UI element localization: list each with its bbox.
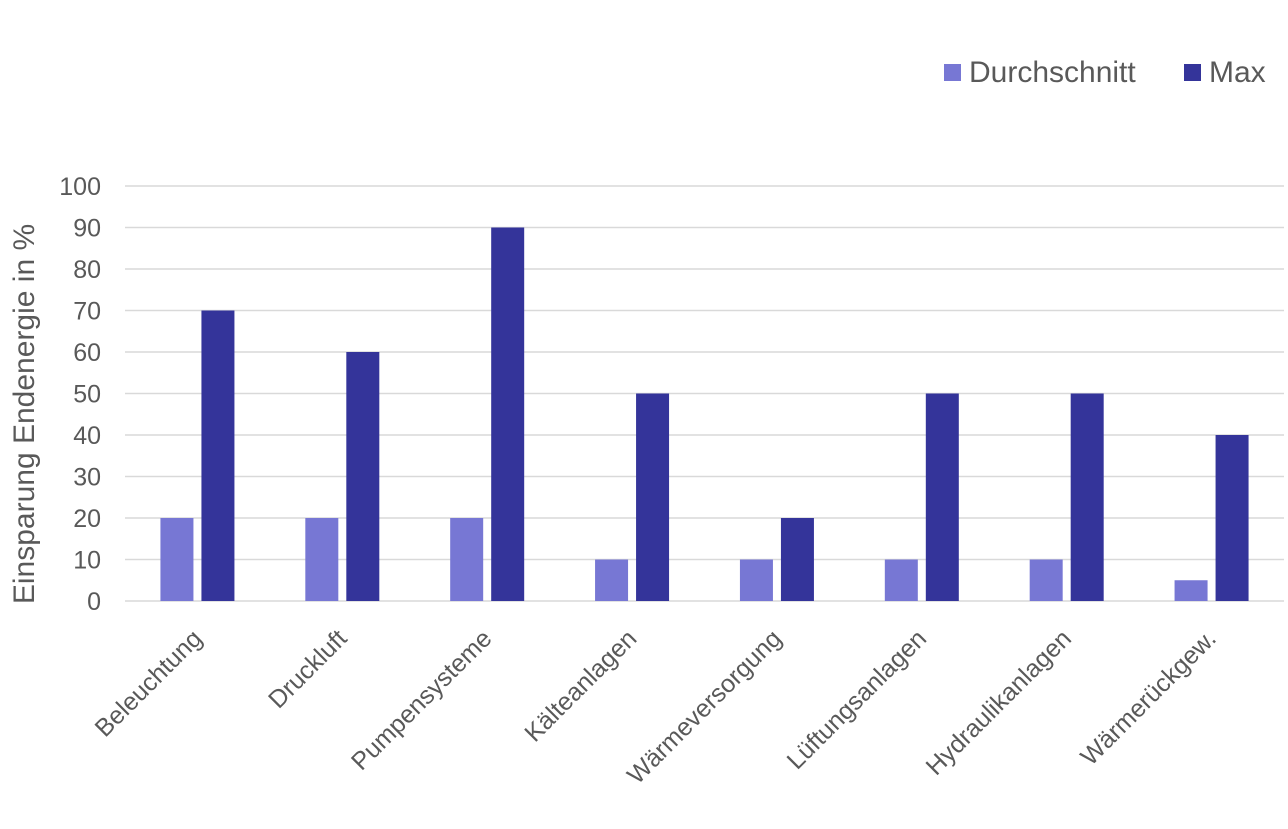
bar-max-3 (491, 227, 525, 601)
x-category-label: Lüftungsanlagen (782, 624, 933, 775)
y-tick-label: 100 (59, 173, 101, 201)
y-tick-label: 30 (73, 464, 101, 492)
bar-durchschnitt-8 (1174, 580, 1208, 601)
x-category-label: Beleuchtung (90, 624, 208, 742)
bar-durchschnitt-1 (160, 518, 194, 601)
bar-durchschnitt-7 (1029, 559, 1063, 601)
y-axis-title: Einsparung Endenergie in % (8, 224, 41, 604)
bar-max-4 (636, 393, 670, 601)
y-tick-label: 20 (73, 505, 101, 533)
x-category-label: Kälteanlagen (519, 624, 642, 747)
y-tick-label: 50 (73, 381, 101, 409)
y-tick-label: 10 (73, 547, 101, 575)
legend: Durchschnitt Max (944, 56, 1266, 89)
x-category-label: Druckluft (263, 624, 353, 714)
gridlines (125, 185, 1284, 602)
bar-max-7 (1070, 393, 1104, 601)
bar-durchschnitt-2 (305, 518, 339, 601)
y-tick-label: 40 (73, 422, 101, 450)
bar-durchschnitt-5 (739, 559, 773, 601)
y-axis-ticks: 0 10 20 30 40 50 60 70 80 90 100 (59, 173, 101, 616)
legend-swatch-max (1184, 64, 1201, 81)
x-category-label: Pumpensysteme (346, 624, 497, 775)
bar-durchschnitt-6 (884, 559, 918, 601)
x-category-label: Wärmeversorgung (622, 624, 787, 789)
bar-durchschnitt-4 (595, 559, 629, 601)
bar-max-8 (1215, 435, 1249, 601)
y-tick-label: 60 (73, 339, 101, 367)
bar-max-5 (780, 518, 814, 601)
x-category-label: Wärmerückgew. (1075, 624, 1222, 771)
y-tick-label: 90 (73, 215, 101, 243)
y-tick-label: 0 (87, 588, 101, 616)
y-tick-label: 80 (73, 256, 101, 284)
bars (160, 227, 1249, 601)
legend-label: Durchschnitt (969, 56, 1136, 89)
bar-max-1 (201, 310, 235, 601)
bar-max-2 (346, 352, 380, 601)
bar-max-6 (925, 393, 959, 601)
bar-durchschnitt-3 (450, 518, 484, 601)
x-category-label: Hydraulikanlagen (921, 624, 1077, 780)
legend-label: Max (1209, 56, 1266, 89)
legend-swatch-durchschnitt (944, 64, 961, 81)
y-tick-label: 70 (73, 298, 101, 326)
